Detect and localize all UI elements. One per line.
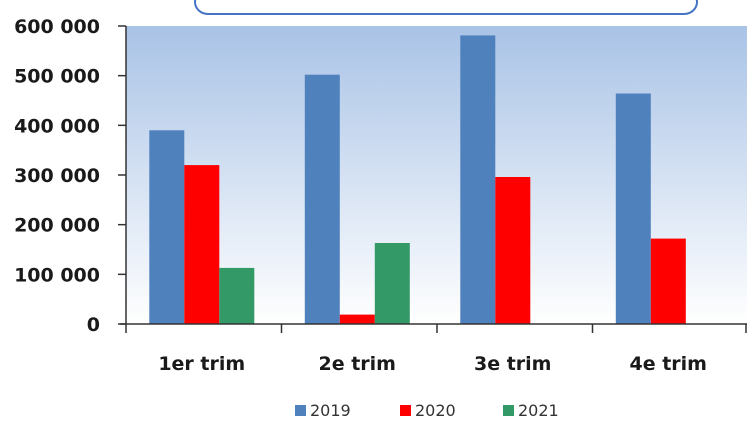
bar-2020-3e-trim [495, 177, 531, 324]
y-tick-label: 500 000 [14, 66, 100, 88]
legend: 2019 2020 2021 [295, 401, 559, 420]
legend-swatch-2021 [503, 405, 514, 416]
bar-2021-2e-trim [374, 243, 410, 324]
legend-swatch-2020 [400, 405, 411, 416]
bar-2021-1er-trim [219, 267, 255, 324]
bar-2020-4e-trim [650, 238, 686, 324]
bar-2020-1er-trim [184, 165, 220, 324]
legend-label-2020: 2020 [415, 401, 456, 420]
y-tick-label: 100 000 [14, 264, 100, 286]
y-tick-label: 600 000 [14, 16, 100, 38]
legend-swatch-2019 [295, 405, 306, 416]
category-label: 3e trim [474, 353, 551, 375]
category-label: 4e trim [630, 353, 707, 375]
bar-2019-4e-trim [615, 93, 651, 324]
axes [118, 25, 747, 333]
category-label: 1er trim [158, 353, 245, 375]
y-tick-label: 300 000 [14, 165, 100, 187]
legend-label-2019: 2019 [310, 401, 351, 420]
bar-2020-2e-trim [339, 314, 375, 324]
y-tick-label: 0 [87, 314, 100, 336]
y-tick-label: 200 000 [14, 215, 100, 237]
bar-2019-1er-trim [149, 130, 185, 324]
y-tick-label: 400 000 [14, 115, 100, 137]
bar-2019-2e-trim [304, 74, 340, 324]
title-box [194, 0, 698, 15]
legend-label-2021: 2021 [518, 401, 559, 420]
labels: 0 100 000 200 000 300 000 400 000 500 000 600 … [14, 16, 707, 375]
bars [149, 35, 686, 325]
category-label: 2e trim [319, 353, 396, 375]
bar-2019-3e-trim [460, 35, 496, 325]
